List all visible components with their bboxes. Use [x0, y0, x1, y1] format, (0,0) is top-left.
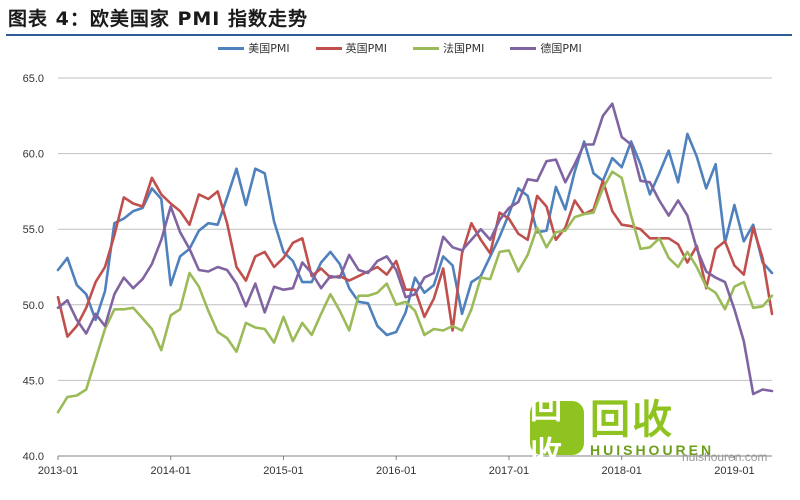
series-line-de	[56, 102, 774, 396]
x-tick-label-2014-01: 2014-01	[151, 465, 191, 477]
title-rule	[6, 34, 792, 36]
legend-swatch-us	[218, 46, 245, 50]
chart-legend: 美国PMI 英国PMI 法国PMI 德国PMI	[0, 40, 800, 56]
y-tick-label-50.0: 50.0	[23, 300, 44, 312]
watermark-text: 回收 HUISHOUREN	[590, 398, 714, 458]
legend-swatch-de	[510, 46, 537, 50]
legend-swatch-uk	[315, 46, 342, 50]
x-tick-label-2017-01: 2017-01	[489, 465, 529, 477]
y-tick-label-45.0: 45.0	[23, 375, 44, 387]
x-tick-label-2019-01: 2019-01	[714, 465, 754, 477]
watermark: 回收 回收 HUISHOUREN	[530, 388, 714, 472]
legend-label-de: 德国PMI	[540, 42, 582, 55]
x-tick-label-2013-01: 2013-01	[38, 465, 78, 477]
legend-swatch-fr	[413, 46, 439, 50]
watermark-logo: 回收	[530, 388, 584, 472]
legend-label-uk: 英国PMI	[345, 42, 387, 55]
legend-item-fr: 法国PMI	[413, 40, 484, 56]
legend-label-fr: 法国PMI	[443, 42, 485, 55]
y-tick-label-65.0: 65.0	[23, 73, 44, 85]
series-line-fr	[56, 170, 774, 414]
x-tick-label-2018-01: 2018-01	[601, 465, 641, 477]
y-tick-label-40.0: 40.0	[23, 451, 44, 463]
watermark-cn: 回收	[590, 397, 674, 443]
legend-item-us: 美国PMI	[218, 40, 290, 56]
legend-item-uk: 英国PMI	[315, 40, 387, 56]
y-tick-label-60.0: 60.0	[23, 149, 44, 161]
y-tick-label-55.0: 55.0	[23, 224, 44, 236]
series-line-uk	[56, 176, 774, 338]
figure-title: 图表 4：欧美国家 PMI 指数走势	[8, 8, 308, 30]
watermark-url: huishouren.com	[682, 450, 768, 464]
x-tick-label-2016-01: 2016-01	[376, 465, 416, 477]
x-tick-label-2015-01: 2015-01	[263, 465, 303, 477]
legend-item-de: 德国PMI	[510, 40, 582, 56]
watermark-en: HUISHOUREN	[590, 442, 715, 458]
legend-label-us: 美国PMI	[248, 42, 290, 55]
